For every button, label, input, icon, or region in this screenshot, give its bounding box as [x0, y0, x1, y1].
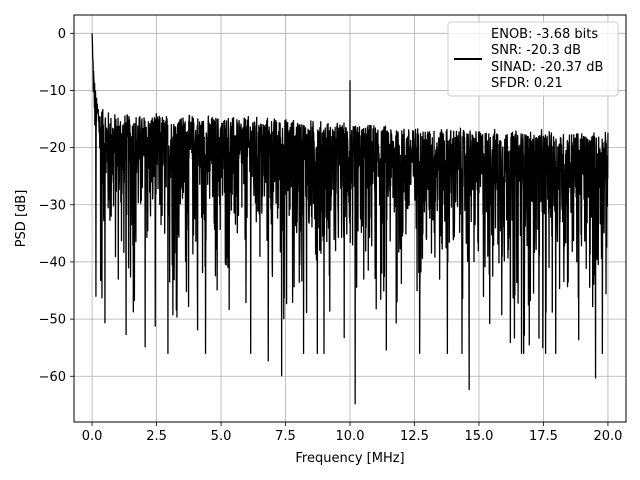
x-tick-label: 2.5: [146, 429, 167, 444]
y-axis-label: PSD [dB]: [14, 190, 29, 248]
y-tick-label: −60: [39, 370, 66, 385]
legend-box: [447, 21, 619, 97]
series-psd: [91, 33, 609, 405]
x-tick-label: 10.0: [336, 429, 365, 444]
y-tick-label: −50: [39, 313, 66, 328]
legend-sfdr: SFDR: 0.21: [491, 76, 563, 91]
legend-snr: SNR: -20.3 dB: [491, 43, 581, 58]
y-tick-label: −30: [39, 198, 66, 213]
x-tick-label: 12.5: [400, 429, 429, 444]
x-tick-label: 15.0: [464, 429, 493, 444]
y-tick-label: −40: [39, 255, 66, 270]
y-tick-label: 0: [58, 27, 66, 42]
x-tick-label: 20.0: [593, 429, 622, 444]
legend-sinad: SINAD: -20.37 dB: [491, 60, 603, 75]
y-tick-label: −20: [39, 141, 66, 156]
psd-trace: [91, 33, 609, 405]
legend-enob: ENOB: -3.68 bits: [491, 27, 598, 42]
ticks: 0.0 2.5 5.0 7.5 10.0 12.5 15.0 17.5 20.0 0 −10 −20 −…: [39, 27, 623, 444]
legend: ENOB: -3.68 bits SNR: -20.3 dB SINAD: -2…: [447, 21, 619, 97]
x-tick-label: 5.0: [211, 429, 232, 444]
x-axis-label: Frequency [MHz]: [295, 451, 404, 466]
x-tick-label: 17.5: [529, 429, 558, 444]
x-tick-label: 7.5: [275, 429, 296, 444]
y-tick-label: −10: [39, 84, 66, 99]
x-tick-label: 0.0: [82, 429, 103, 444]
